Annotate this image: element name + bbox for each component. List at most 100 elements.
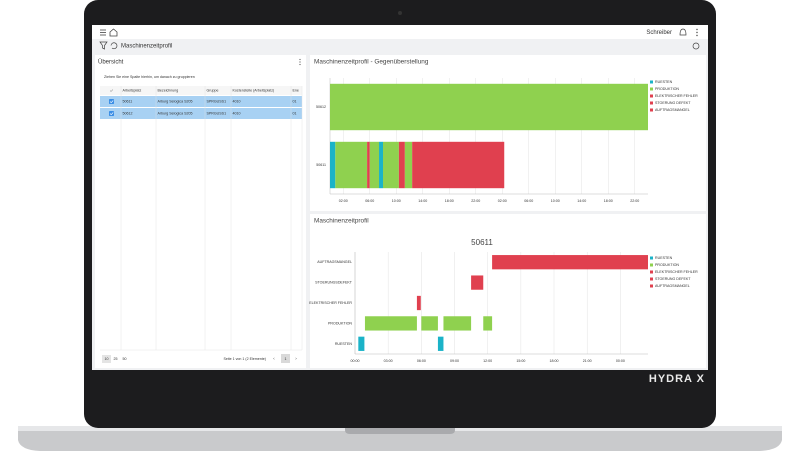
x-tick-label: 21:00: [583, 359, 592, 363]
x-tick-label: 09:00: [450, 359, 459, 363]
page-info: Seite 1 von 1 (2 Elemente): [223, 357, 266, 361]
current-page-box: [281, 354, 290, 363]
legend-label[interactable]: AUFTRAGSMANGEL: [655, 108, 690, 112]
x-tick-label: 14:00: [418, 199, 427, 203]
menu-icon[interactable]: [100, 29, 106, 36]
x-tick-label: 02:00: [339, 199, 348, 203]
column-header[interactable]: Gruppe: [207, 88, 219, 92]
user-name[interactable]: Schreiber: [646, 30, 672, 36]
home-icon[interactable]: [109, 28, 118, 37]
bell-icon[interactable]: [679, 28, 687, 36]
legend-swatch: [650, 270, 653, 274]
timeline-title: Maschinenzeitprofil: [314, 218, 369, 225]
legend-label[interactable]: PRODUKTION: [655, 263, 679, 267]
x-tick-label: 22:00: [471, 199, 480, 203]
x-tick-label: 14:00: [577, 199, 586, 203]
row-checkbox[interactable]: [109, 99, 114, 104]
status-interval: [364, 316, 417, 331]
y-tick-label: AUFTRAGSMANGEL: [317, 260, 352, 264]
status-interval: [492, 255, 648, 270]
x-tick-label: 15:00: [516, 359, 525, 363]
legend-label[interactable]: STOERUNG DEFEKT: [655, 277, 691, 281]
status-segment: [412, 141, 505, 189]
overview-title: Übersicht: [98, 59, 124, 66]
overview-panel: [95, 55, 306, 368]
page-size[interactable]: 25: [114, 357, 118, 361]
camera: [398, 11, 402, 15]
table-row[interactable]: [100, 108, 302, 119]
x-tick-label: 00:00: [616, 359, 625, 363]
group-hint: Ziehen Sie eine Spalte hierhin, um danac…: [104, 75, 195, 79]
column-header[interactable]: Arbeitsplatz: [123, 88, 142, 92]
status-interval: [443, 316, 472, 331]
timeline-panel: [310, 214, 706, 368]
x-tick-label: 22:00: [630, 199, 639, 203]
x-tick-label: 06:00: [417, 359, 426, 363]
status-interval: [416, 295, 421, 311]
status-interval: [421, 316, 438, 331]
column-header[interactable]: Kostenstelle (Arbeitsplatz): [233, 88, 275, 92]
status-segment: [330, 141, 336, 189]
legend-label[interactable]: RUESTEN: [655, 80, 673, 84]
legend-swatch: [650, 108, 653, 112]
status-segment: [335, 141, 368, 189]
page-size[interactable]: 10: [105, 357, 109, 361]
legend-label[interactable]: ELEKTRISCHER FEHLER: [655, 270, 698, 274]
overview-menu[interactable]: [299, 58, 301, 66]
status-segment: [369, 141, 380, 189]
status-interval: [471, 275, 484, 290]
x-tick-label: 06:00: [365, 199, 374, 203]
status-interval: [483, 316, 493, 331]
next-page[interactable]: ›: [295, 356, 297, 361]
row-checkbox[interactable]: [109, 111, 114, 116]
brand: HYDRA X: [649, 373, 705, 385]
status-segment: [330, 83, 648, 131]
legend-swatch: [650, 284, 653, 288]
x-tick-label: 18:00: [445, 199, 454, 203]
status-segment: [383, 141, 399, 189]
page-title: Maschinenzeitprofil: [121, 44, 172, 50]
status-interval: [437, 336, 444, 351]
current-page[interactable]: 1: [285, 357, 287, 361]
legend-label[interactable]: RUESTEN: [655, 256, 673, 260]
y-tick-label: 50611: [316, 163, 326, 167]
table-cell: 50611: [123, 99, 133, 103]
status-segment: [367, 141, 370, 189]
legend-swatch: [650, 263, 653, 267]
column-header[interactable]: Ene: [293, 88, 299, 92]
select-all-check[interactable]: [109, 89, 114, 92]
help-icon[interactable]: [692, 42, 700, 50]
top-bar: [92, 25, 708, 39]
kebab-icon[interactable]: [696, 28, 698, 37]
prev-page[interactable]: ‹: [273, 356, 275, 361]
laptop-base: [18, 426, 782, 451]
table-cell: 50612: [123, 111, 133, 115]
row-check: [109, 112, 114, 116]
column-header[interactable]: Bezeichnung: [158, 88, 179, 92]
status-segment: [379, 141, 383, 189]
legend-label[interactable]: STOERUNG DEFEKT: [655, 101, 691, 105]
legend-swatch: [650, 256, 653, 260]
refresh-icon[interactable]: [110, 42, 118, 50]
y-tick-label: STOERUNGSDEFEKT: [315, 281, 353, 285]
x-tick-label: 00:00: [351, 359, 360, 363]
y-tick-label: RUESTEN: [335, 342, 353, 346]
table-cell: 01: [293, 99, 297, 103]
legend-label[interactable]: AUFTRAGSMANGEL: [655, 284, 690, 288]
legend-swatch: [650, 101, 653, 105]
x-tick-label: 12:00: [483, 359, 492, 363]
table-cell: 4010: [233, 99, 241, 103]
status-segment: [398, 141, 405, 189]
row-check: [109, 100, 114, 104]
filter-icon[interactable]: [99, 41, 108, 50]
page-size[interactable]: 50: [123, 357, 127, 361]
y-tick-label: 50612: [316, 105, 326, 109]
overview-table: Arbeitsplatz Bezeichnung Gruppe Kostenstell…: [100, 86, 303, 363]
table-cell: SPRGUSS1: [207, 111, 227, 115]
table-row[interactable]: [100, 96, 302, 107]
legend-label[interactable]: ELEKTRISCHER FEHLER: [655, 94, 698, 98]
status-interval: [358, 336, 365, 351]
x-tick-label: 18:00: [604, 199, 613, 203]
legend-label[interactable]: PRODUKTION: [655, 87, 679, 91]
